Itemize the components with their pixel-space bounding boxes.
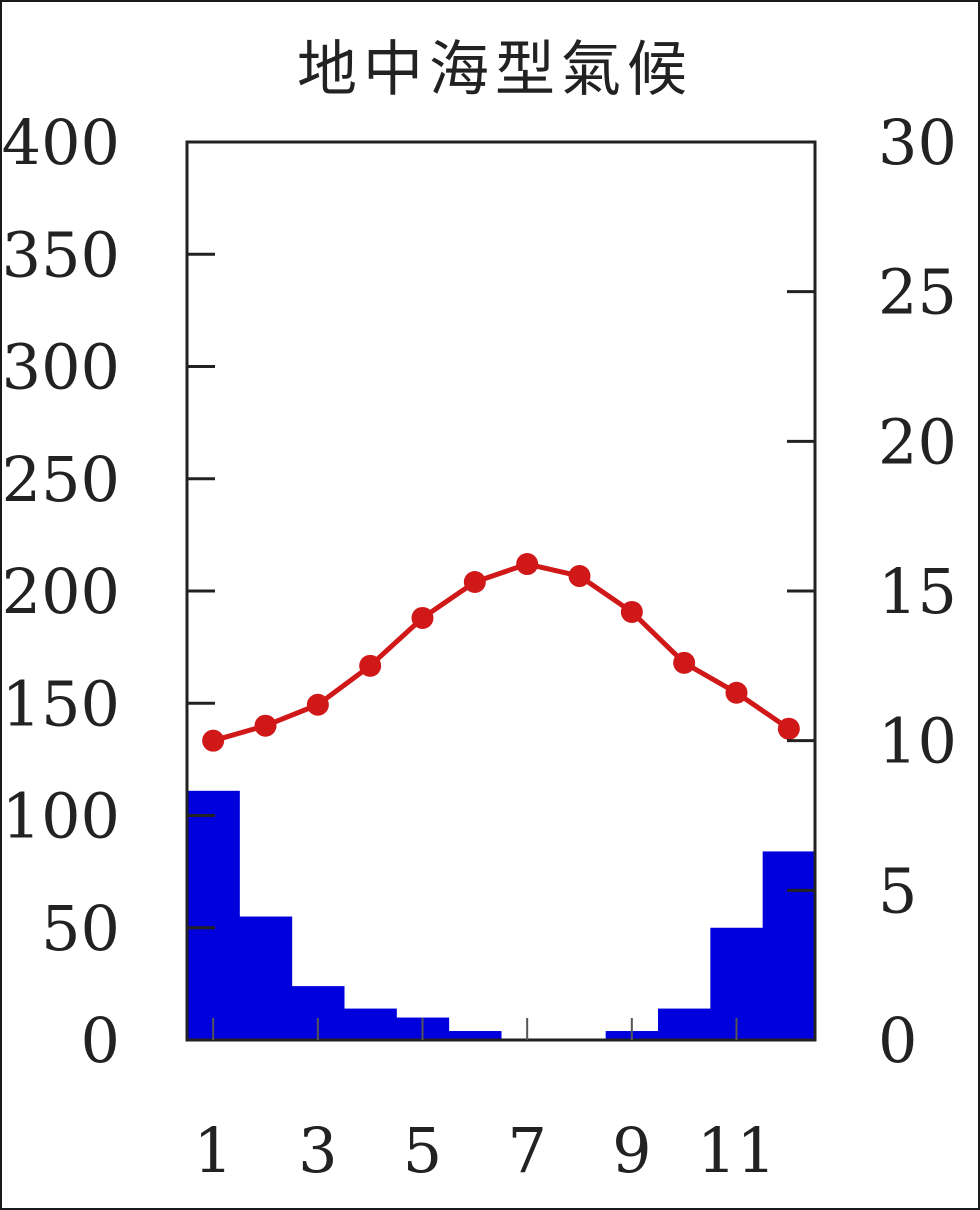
x-tick-label: 3 xyxy=(298,1114,337,1187)
temperature-point xyxy=(777,717,800,740)
left-tick-label: 400 xyxy=(2,106,120,179)
temperature-point xyxy=(463,571,486,594)
left-tick-label: 50 xyxy=(41,892,120,965)
temperature-series xyxy=(202,553,800,752)
precipitation-bar xyxy=(658,1008,711,1040)
temperature-point xyxy=(673,651,696,674)
temperature-point xyxy=(568,565,591,588)
x-tick-label: 9 xyxy=(612,1114,651,1187)
temperature-point xyxy=(725,681,748,704)
left-tick-label: 250 xyxy=(2,443,120,516)
x-tick-label: 5 xyxy=(403,1114,442,1187)
precipitation-bar xyxy=(239,916,293,1040)
right-axis: 0 5 10 15 20 25 30 xyxy=(787,106,957,1077)
left-tick-label: 100 xyxy=(2,780,120,853)
precipitation-bar xyxy=(187,790,240,1040)
precipitation-bars xyxy=(187,790,816,1040)
temperature-point xyxy=(620,600,643,623)
temperature-point xyxy=(411,606,434,629)
right-tick-label: 0 xyxy=(878,1004,917,1077)
temperature-point xyxy=(359,654,382,677)
left-tick-label: 200 xyxy=(2,555,120,628)
left-tick-label: 0 xyxy=(81,1004,120,1077)
precipitation-bar xyxy=(448,1031,502,1040)
chart-title: 地中海型氣候 xyxy=(297,35,693,105)
right-tick-label: 15 xyxy=(878,555,957,628)
right-tick-label: 10 xyxy=(878,705,957,778)
x-axis: 1 3 5 7 9 11 xyxy=(193,1018,776,1187)
right-tick-label: 5 xyxy=(878,854,917,927)
temperature-point xyxy=(254,714,277,737)
temperature-point xyxy=(306,693,329,716)
precipitation-bar xyxy=(762,851,816,1040)
left-tick-label: 300 xyxy=(2,331,120,404)
temperature-line xyxy=(212,561,791,744)
x-tick-label: 7 xyxy=(507,1114,546,1187)
precipitation-bar xyxy=(344,1008,397,1040)
left-axis: 0 50 100 150 200 250 300 350 400 xyxy=(2,106,215,1077)
right-tick-label: 20 xyxy=(878,405,957,478)
left-tick-label: 350 xyxy=(2,218,120,291)
temperature-point xyxy=(516,553,539,576)
x-tick-label: 1 xyxy=(193,1114,232,1187)
x-tick-label: 11 xyxy=(697,1114,776,1187)
plot-area-border xyxy=(185,140,817,1042)
right-tick-label: 25 xyxy=(878,256,957,329)
right-tick-label: 30 xyxy=(878,106,957,179)
left-tick-label: 150 xyxy=(2,667,120,740)
temperature-point xyxy=(202,729,225,752)
